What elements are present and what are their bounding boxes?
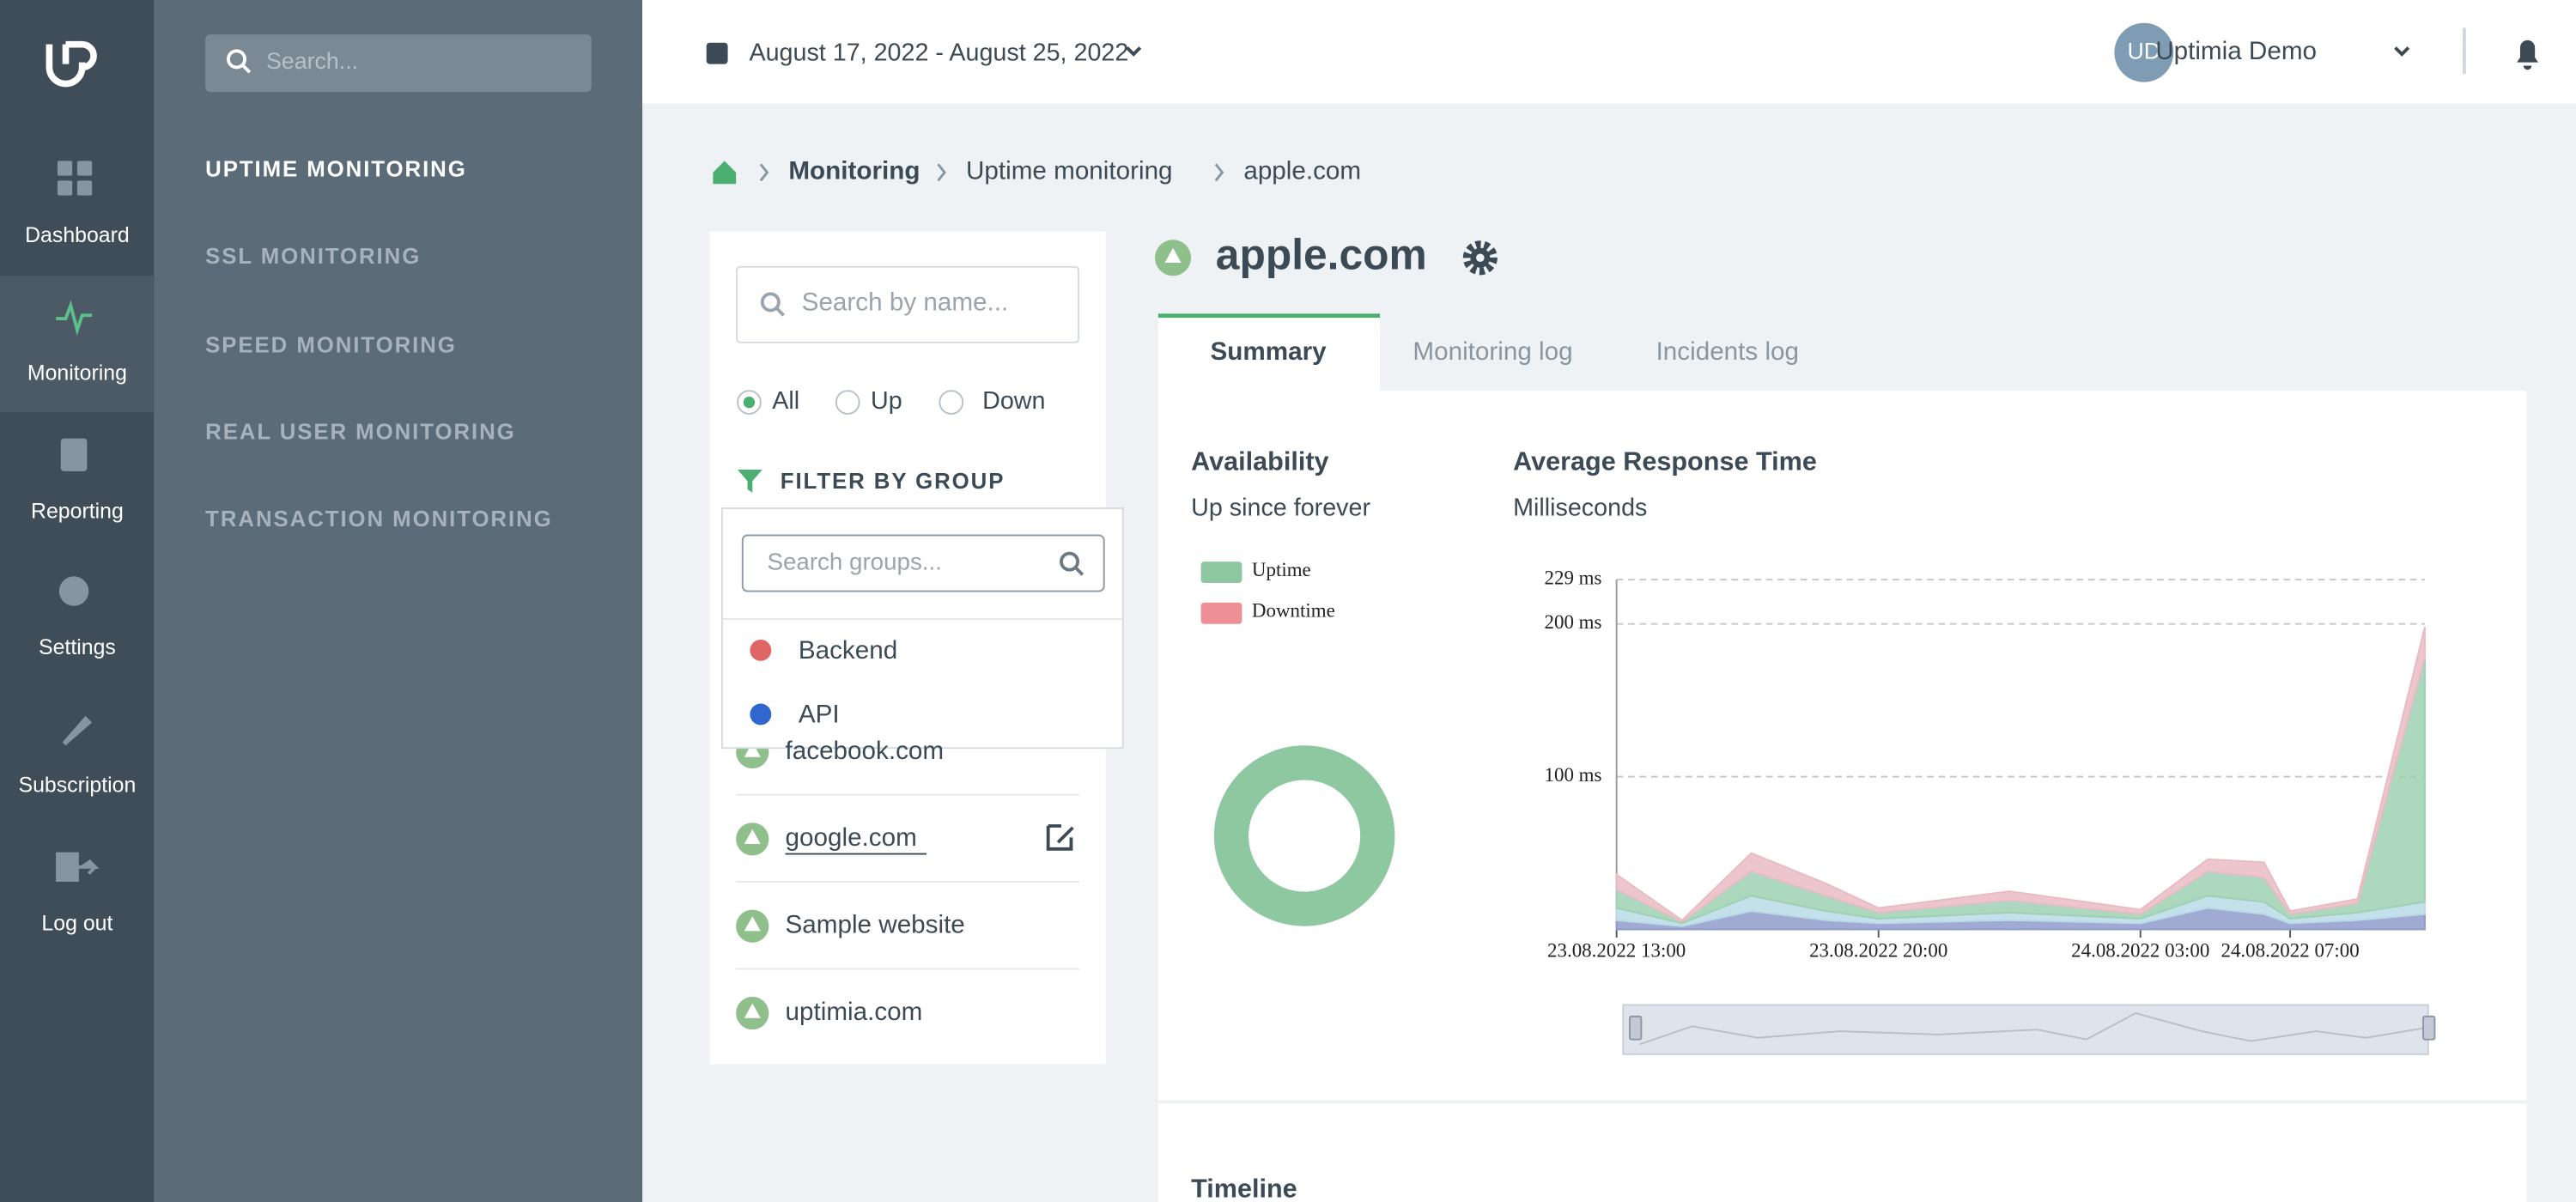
search-icon	[1060, 551, 1080, 572]
x-tick-label: 23.08.2022 13:00	[1547, 940, 1686, 962]
date-range[interactable]: August 17, 2022 - August 25, 2022	[749, 39, 1128, 67]
active-tab[interactable]	[1157, 315, 1381, 393]
nav-label[interactable]: Reporting	[31, 499, 124, 523]
breadcrumb[interactable]: Uptime monitoring	[966, 157, 1173, 185]
navigator-handle[interactable]	[1629, 1015, 1643, 1041]
donut-segment	[1213, 745, 1395, 926]
summary-card	[1157, 391, 2527, 1101]
avatar	[2114, 22, 2174, 82]
monitor-item[interactable]: Sample website	[786, 911, 965, 939]
radios[interactable]	[737, 390, 964, 415]
search-icon	[227, 49, 246, 70]
submenu-item[interactable]: UPTIME MONITORING	[205, 158, 467, 182]
nav-label[interactable]: Subscription	[19, 774, 137, 798]
tab[interactable]: Monitoring log	[1413, 337, 1572, 366]
filter-title[interactable]: FILTER BY GROUP	[781, 470, 1005, 494]
area-series	[1615, 627, 2426, 923]
avatar-initials: UD	[2127, 38, 2160, 64]
group-item[interactable]: Backend	[799, 636, 897, 665]
radio-dot	[743, 396, 756, 409]
x-tick-label: 23.08.2022 20:00	[1809, 940, 1947, 962]
y-tick-label: 100 ms	[1544, 764, 1601, 786]
nav-label[interactable]: Log out	[41, 911, 112, 935]
navigator-handle[interactable]	[2422, 1015, 2436, 1041]
logo	[46, 40, 97, 88]
chart-subtitle: Up since forever	[1191, 494, 1370, 521]
settings-icon[interactable]	[1476, 253, 1485, 263]
list-separators	[736, 793, 1080, 970]
caret	[2394, 46, 2410, 57]
user-name[interactable]: Uptimia Demo	[2155, 37, 2317, 65]
chart-title: Average Response Time	[1513, 446, 1817, 476]
x-tick-label: 24.08.2022 03:00	[2071, 940, 2209, 962]
active-nav-bg	[0, 276, 155, 413]
monitor-search[interactable]	[736, 265, 1080, 343]
status-icon	[1164, 247, 1182, 264]
search-icon	[760, 292, 781, 313]
search-icon	[1074, 567, 1084, 576]
submenu-item[interactable]: TRANSACTION MONITORING	[205, 507, 552, 531]
active-tab-border	[1157, 313, 1381, 319]
nav-label[interactable]: Monitoring	[27, 361, 127, 385]
group-item[interactable]: API	[799, 701, 840, 729]
tab[interactable]: Summary	[1210, 337, 1327, 366]
section-title: Timeline	[1191, 1175, 1297, 1202]
group-search[interactable]	[741, 534, 1105, 592]
monitor-item[interactable]: uptimia.com	[786, 998, 923, 1026]
search-icon	[775, 307, 785, 317]
edit-icon[interactable]	[1046, 824, 1074, 851]
radio-label[interactable]: Down	[982, 387, 1045, 415]
submenu-item[interactable]: SSL MONITORING	[205, 245, 421, 269]
monitoring-icon	[56, 300, 93, 337]
radio-label[interactable]: Up	[871, 387, 902, 415]
legend-label: Uptime	[1252, 559, 1311, 580]
search-icon	[241, 64, 252, 74]
header	[642, 0, 2576, 104]
submenu-search[interactable]	[205, 34, 592, 93]
navigator-line	[1639, 1012, 2426, 1046]
monitor-title: apple.com	[1216, 230, 1427, 278]
breadcrumb: apple.com	[1243, 157, 1361, 185]
legend-swatch	[1200, 602, 1242, 624]
monitor-item[interactable]: google.com	[786, 823, 917, 852]
group-color	[750, 703, 772, 725]
bell-icon[interactable]	[2517, 39, 2538, 70]
chart-subtitle: Milliseconds	[1513, 494, 1647, 521]
x-tick-label: 24.08.2022 07:00	[2221, 940, 2359, 962]
timeline-card	[1157, 1103, 2527, 1202]
filter-icon	[738, 469, 762, 493]
nav-label[interactable]: Settings	[39, 635, 116, 659]
legend-label: Downtime	[1252, 600, 1335, 622]
search-placeholder: Search groups...	[767, 548, 941, 574]
search-placeholder: Search...	[266, 48, 358, 74]
submenu	[154, 0, 643, 1202]
group-color	[750, 639, 772, 661]
chart-title: Availability	[1191, 446, 1328, 476]
nav-icons	[56, 161, 100, 883]
y-tick-label: 229 ms	[1544, 567, 1601, 588]
submenu-item[interactable]: REAL USER MONITORING	[205, 421, 515, 445]
radio-label[interactable]: All	[772, 387, 799, 415]
y-tick-label: 200 ms	[1544, 611, 1601, 633]
legend-swatch	[1200, 562, 1242, 583]
calendar-icon	[706, 42, 728, 64]
settings-icon[interactable]	[1462, 240, 1498, 276]
breadcrumb-separators	[759, 163, 1224, 182]
tab[interactable]: Incidents log	[1656, 337, 1799, 366]
breadcrumb[interactable]: Monitoring	[788, 157, 920, 185]
search-placeholder: Search by name...	[802, 288, 1009, 317]
monitor-item[interactable]: facebook.com	[786, 737, 945, 765]
submenu-item[interactable]: SPEED MONITORING	[205, 333, 457, 357]
caret	[1126, 46, 1142, 57]
nav-label[interactable]: Dashboard	[25, 223, 130, 247]
